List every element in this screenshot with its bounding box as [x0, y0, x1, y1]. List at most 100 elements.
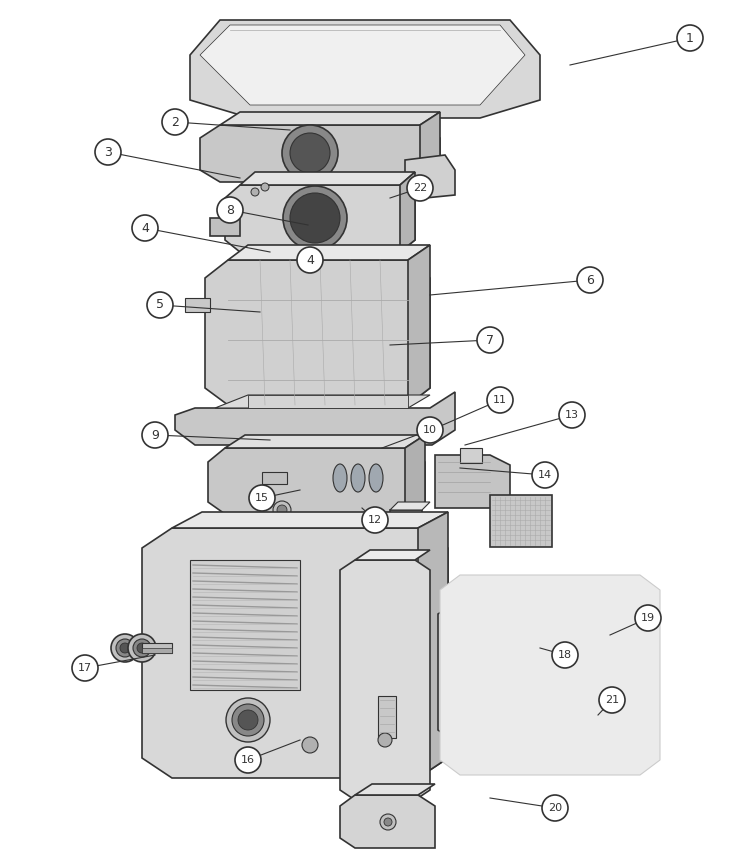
Text: 12: 12 — [368, 515, 382, 525]
Circle shape — [599, 687, 625, 713]
Text: 6: 6 — [586, 274, 594, 286]
Circle shape — [362, 507, 388, 533]
Polygon shape — [355, 550, 430, 560]
Circle shape — [147, 292, 173, 318]
Polygon shape — [340, 560, 430, 800]
Bar — [142, 643, 172, 653]
Polygon shape — [225, 185, 415, 252]
Text: 4: 4 — [306, 253, 314, 267]
Circle shape — [290, 193, 340, 243]
Polygon shape — [460, 588, 592, 600]
Circle shape — [635, 605, 661, 631]
Circle shape — [552, 642, 578, 668]
Circle shape — [559, 402, 585, 428]
Text: 10: 10 — [423, 425, 437, 435]
Circle shape — [378, 733, 392, 747]
Text: 4: 4 — [141, 222, 149, 235]
Polygon shape — [438, 600, 592, 745]
Circle shape — [542, 795, 568, 821]
Polygon shape — [420, 112, 440, 182]
Text: 7: 7 — [486, 333, 494, 347]
Polygon shape — [220, 112, 440, 125]
Circle shape — [277, 505, 287, 515]
Circle shape — [290, 133, 330, 173]
Text: 21: 21 — [605, 695, 619, 705]
Polygon shape — [355, 784, 435, 795]
Text: 11: 11 — [493, 395, 507, 405]
Polygon shape — [205, 260, 430, 405]
Text: 19: 19 — [641, 613, 655, 623]
Bar — [262, 472, 287, 484]
Ellipse shape — [369, 464, 383, 492]
Bar — [465, 620, 545, 668]
Polygon shape — [228, 245, 430, 260]
Circle shape — [577, 267, 603, 293]
Circle shape — [407, 175, 433, 201]
Bar — [470, 715, 480, 723]
Circle shape — [284, 246, 296, 258]
Polygon shape — [208, 448, 425, 514]
Circle shape — [318, 246, 330, 258]
Circle shape — [541, 718, 549, 726]
Circle shape — [677, 25, 703, 51]
Text: 20: 20 — [548, 803, 562, 813]
Circle shape — [235, 747, 261, 773]
Polygon shape — [142, 528, 448, 778]
Polygon shape — [405, 435, 425, 514]
Circle shape — [297, 247, 323, 273]
Text: 17: 17 — [78, 663, 92, 673]
Bar — [490, 495, 552, 547]
Bar — [378, 696, 396, 738]
Polygon shape — [240, 172, 415, 185]
Polygon shape — [570, 588, 592, 745]
Bar — [460, 448, 482, 463]
Bar — [185, 298, 210, 312]
Circle shape — [273, 501, 291, 519]
Polygon shape — [435, 455, 510, 508]
Circle shape — [116, 639, 134, 657]
Text: 14: 14 — [538, 470, 552, 480]
Circle shape — [487, 387, 513, 413]
Circle shape — [282, 125, 338, 181]
Bar — [460, 615, 550, 673]
Circle shape — [133, 639, 151, 657]
Circle shape — [384, 818, 392, 826]
Polygon shape — [400, 172, 415, 252]
Bar — [465, 690, 513, 726]
Polygon shape — [418, 512, 448, 778]
Circle shape — [162, 109, 188, 135]
Polygon shape — [200, 25, 525, 105]
Circle shape — [128, 634, 156, 662]
Circle shape — [380, 814, 396, 830]
Circle shape — [232, 704, 264, 736]
Circle shape — [226, 698, 270, 742]
Circle shape — [251, 188, 259, 196]
Text: 1: 1 — [686, 31, 694, 44]
Polygon shape — [248, 395, 408, 408]
Circle shape — [554, 718, 562, 726]
Circle shape — [120, 643, 130, 653]
Circle shape — [137, 643, 147, 653]
Polygon shape — [225, 435, 425, 448]
Polygon shape — [172, 512, 448, 528]
Bar — [460, 685, 518, 730]
Bar — [142, 648, 172, 653]
Circle shape — [111, 634, 139, 662]
Text: 16: 16 — [241, 755, 255, 765]
Circle shape — [302, 737, 318, 753]
Polygon shape — [390, 502, 430, 510]
Text: 8: 8 — [226, 203, 234, 217]
Ellipse shape — [351, 464, 365, 492]
Text: 22: 22 — [413, 183, 427, 193]
Circle shape — [417, 417, 443, 443]
Circle shape — [532, 462, 558, 488]
Circle shape — [540, 703, 550, 713]
Polygon shape — [190, 20, 540, 118]
Circle shape — [261, 183, 269, 191]
Bar — [390, 510, 422, 542]
Circle shape — [302, 246, 314, 258]
Circle shape — [95, 139, 121, 165]
Circle shape — [132, 215, 158, 241]
Polygon shape — [440, 575, 660, 775]
Text: 9: 9 — [151, 428, 159, 441]
